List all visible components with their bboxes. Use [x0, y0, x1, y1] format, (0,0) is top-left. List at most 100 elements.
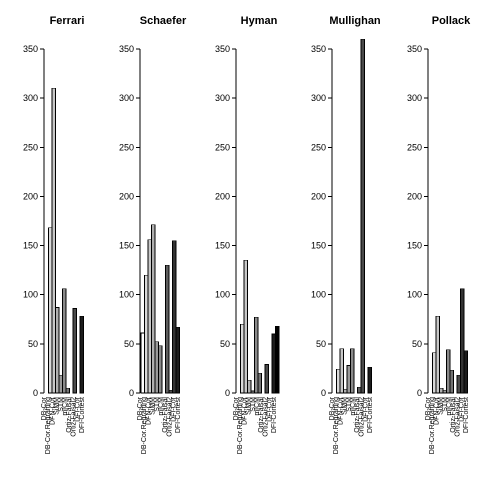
x-tick-label: Ortiz-Faisal [162, 397, 169, 433]
y-tick-label: 250 [119, 142, 134, 152]
x-tick-label: SiMM [150, 397, 157, 415]
x-tick-label: DB-Cor.Regrafting [45, 397, 52, 454]
bar-dfn-cor [343, 388, 348, 394]
y-tick-label: 50 [28, 339, 38, 349]
x-tick-label: STM [58, 397, 65, 412]
bar-ortiz-faisal2 [79, 316, 84, 394]
bar-ortiz-faisal2 [175, 326, 180, 394]
y-tick-label: 0 [225, 388, 230, 398]
x-tick-label: mICM [254, 397, 261, 416]
x-tick-label: Ortiz-Faisal [450, 397, 457, 433]
x-tick-label: DB-Cor.Regrafting [333, 397, 340, 454]
panel-hyman: Hyman 0 50 100 150 200 250 300 350 DB-CorDB-Cor.R… [215, 15, 280, 454]
y-tick-label: 0 [417, 388, 422, 398]
y-tick-label: 100 [119, 290, 134, 300]
y-tick-label: 200 [23, 191, 38, 201]
bar-df-cor [48, 227, 53, 394]
x-tick-label: mICM [446, 397, 453, 416]
y-tick-label: 250 [215, 142, 230, 152]
x-tick-label: Ortiz-Faisal2 [70, 397, 77, 437]
x-tick-label: Ortiz-Faisal2 [358, 397, 365, 437]
bar-micm [357, 386, 362, 394]
x-tick-label: DFI-Cor [75, 396, 82, 422]
y-tick-label: 350 [407, 44, 422, 54]
panel-title: Schaefer [140, 15, 187, 27]
bar-stm [442, 389, 447, 394]
bar-simm [158, 345, 163, 394]
bar-db-cor [140, 332, 145, 394]
y-tick-label: 150 [215, 241, 230, 251]
x-tick-label: DFI-Cortest [463, 397, 470, 433]
y-tick-label: 50 [412, 339, 422, 349]
x-tick-label: DFN-Cor [337, 396, 344, 425]
y-tick-label: 350 [119, 44, 134, 54]
panel-schaefer: Schaefer 0 50 100 150 200 250 300 350 DB-CorDB-Co… [119, 15, 187, 454]
y-tick-label: 50 [316, 339, 326, 349]
y-tick-label: 250 [407, 142, 422, 152]
bar-ortiz-faisal [168, 389, 173, 394]
x-tick-label: DFI-Cor [459, 396, 466, 422]
y-tick-label: 150 [311, 241, 326, 251]
x-tick-label: DFN-Cor [241, 396, 248, 425]
x-tick-label: STM [346, 397, 353, 412]
bar-ortiz-faisal2 [271, 333, 276, 394]
y-tick-label: 100 [311, 290, 326, 300]
x-tick-label: DB-Cor.Regrafting [141, 397, 148, 454]
y-tick-label: 350 [311, 44, 326, 54]
x-tick-label: SiMM [342, 397, 349, 415]
y-tick-label: 0 [33, 388, 38, 398]
bar-df-cor [144, 274, 149, 394]
bar-dfn-cor [439, 387, 444, 394]
y-tick-label: 300 [215, 93, 230, 103]
bar-dfn-cor [55, 307, 60, 394]
x-tick-label: DB-Cor [41, 396, 48, 420]
panel-mullighan: Mullighan 0 50 100 150 200 250 300 350 DB-CorDB-C… [311, 15, 381, 454]
x-tick-label: Ortiz-Faisal2 [262, 397, 269, 437]
bar-stm [58, 375, 63, 394]
panel-title: Hyman [241, 15, 278, 27]
panel-title: Mullighan [329, 15, 381, 27]
y-tick-label: 150 [407, 241, 422, 251]
x-tick-label: DB-Cor [329, 396, 336, 420]
x-tick-label: Ortiz-Faisal [258, 397, 265, 433]
x-tick-label: DB-Cor.Regrafting [237, 397, 244, 454]
x-tick-label: DB-Cor [233, 396, 240, 420]
x-tick-label: DB-Cor [425, 396, 432, 420]
x-tick-label: STM [442, 397, 449, 412]
y-tick-label: 50 [124, 339, 134, 349]
x-tick-label: DB-Cor.Regrafting [429, 397, 436, 454]
x-tick-label: Ortiz-Faisal2 [166, 397, 173, 437]
bar-ortiz-faisal2 [367, 367, 372, 394]
x-tick-label: mICM [350, 397, 357, 416]
bar-df-cor [240, 323, 245, 394]
x-tick-label: STM [154, 397, 161, 412]
y-tick-label: 100 [23, 290, 38, 300]
bar-db-cor-regr [435, 316, 440, 394]
bar-micm [165, 264, 170, 394]
y-tick-label: 50 [220, 339, 230, 349]
bar-ortiz-faisal2 [463, 350, 468, 394]
bar-ortiz-faisal [360, 38, 365, 394]
bar-db-cor-regr [243, 260, 248, 394]
y-tick-label: 250 [23, 142, 38, 152]
x-tick-label: mICM [62, 397, 69, 416]
x-tick-label: DB-Cor [137, 396, 144, 420]
x-tick-label: Ortiz-Faisal [354, 397, 361, 433]
bar-df-cor [336, 369, 341, 394]
bar-df-cor [432, 352, 437, 394]
y-tick-label: 300 [119, 93, 134, 103]
x-tick-label: DFN-Cor [433, 396, 440, 425]
bar-db-cor-regr [147, 239, 152, 394]
x-tick-label: Ortiz-Faisal2 [454, 397, 461, 437]
bar-dfn-cor [151, 224, 156, 394]
panel-title: Ferrari [50, 15, 85, 27]
bar-stm [250, 390, 255, 394]
bar-ortiz-faisal [72, 308, 77, 394]
bar-simm [62, 288, 67, 394]
y-tick-label: 100 [215, 290, 230, 300]
bar-dfn-cor [247, 379, 252, 394]
y-tick-label: 250 [311, 142, 326, 152]
x-tick-label: STM [250, 397, 257, 412]
